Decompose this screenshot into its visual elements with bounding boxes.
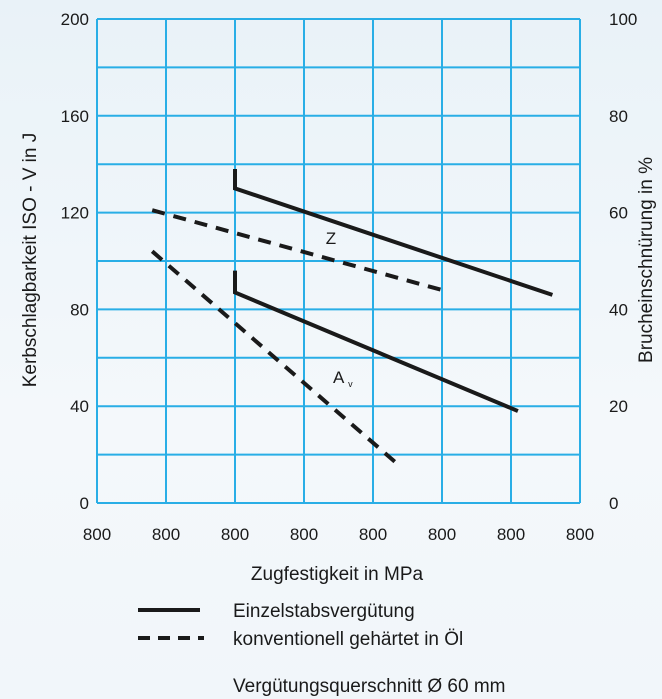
y2-tick-label: 20 [609,397,628,416]
y2-tick-label: 0 [609,494,618,513]
x-axis-title: Zugfestigkeit in MPa [251,564,424,585]
series-line-solid-av [233,270,519,413]
y-tick-label: 80 [70,300,89,319]
grid [96,18,581,504]
y-tick-label: 40 [70,397,89,416]
series-line-solid-z [233,169,554,297]
legend-solid-label: Einzelstabsvergütung [233,601,415,622]
annotation-av-main: A [333,368,345,387]
x-tick-label: 800 [359,525,387,544]
y-axis-title: Kerbschlagbarkeit ISO - V in J [20,133,41,388]
annotation-z: Z [326,229,336,248]
y2-axis-title: Brucheinschnürung in % [636,157,657,363]
annotation-av-subscript: v [348,379,353,389]
annotation-av: A v [333,368,353,389]
x-tick-label: 800 [221,525,249,544]
x-tick-label: 800 [83,525,111,544]
legend-dashed-label: konventionell gehärtet in Öl [233,629,463,650]
y-tick-label: 160 [61,107,89,126]
y-tick-label: 200 [61,10,89,29]
series-line-dashed-z [151,208,443,292]
x-tick-label: 800 [428,525,456,544]
x-tick-label: 800 [566,525,594,544]
data-lines [150,169,554,469]
series-line-dashed-av [150,249,402,469]
x-tick-label: 800 [152,525,180,544]
y2-tick-label: 40 [609,300,628,319]
y2-tick-label: 80 [609,107,628,126]
legend: Einzelstabsvergütung konventionell gehär… [138,601,463,650]
y2-tick-label: 60 [609,204,628,223]
y2-tick-label: 100 [609,10,637,29]
chart-note: Vergütungsquerschnitt Ø 60 mm [233,676,505,697]
x-tick-label: 800 [290,525,318,544]
tick-labels: 800 800 800 800 800 800 800 800 0 40 80 120 160 200 0 2… [61,10,638,544]
x-tick-label: 800 [497,525,525,544]
y-tick-label: 0 [80,494,89,513]
y-tick-label: 120 [61,204,89,223]
